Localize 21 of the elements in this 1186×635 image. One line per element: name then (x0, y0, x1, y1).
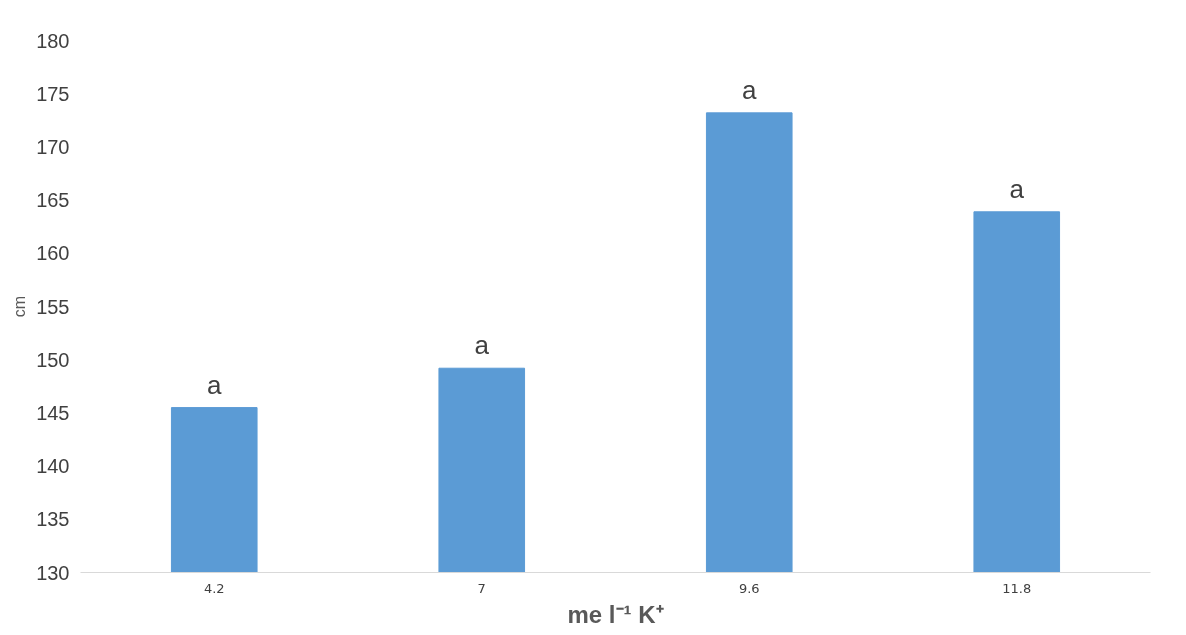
y-tick-label: 155 (36, 295, 70, 318)
x-tick-label: 11.8 (1002, 580, 1032, 596)
y-tick-label: 130 (36, 561, 70, 584)
y-axis-title: cm (11, 295, 29, 318)
y-tick-label: 175 (36, 82, 70, 105)
x-axis-title: me l⁻¹ K⁺ (567, 600, 664, 628)
annotation: a (1009, 173, 1025, 204)
annotation: a (742, 74, 758, 105)
x-tick-label: 9.6 (738, 580, 760, 596)
y-tick-label: 150 (36, 348, 70, 371)
y-tick-label: 160 (36, 242, 70, 265)
annotation: a (207, 369, 223, 400)
annotation: a (474, 330, 490, 361)
y-tick-label: 170 (36, 135, 70, 158)
y-tick-label: 180 (36, 29, 70, 52)
x-tick-label: 4.2 (203, 580, 225, 596)
y-tick-label: 165 (36, 189, 70, 212)
x-tick-label: 7 (477, 580, 486, 596)
y-tick-label: 140 (36, 455, 70, 478)
y-tick-label: 135 (36, 508, 70, 531)
y-tick-label: 145 (36, 401, 70, 424)
